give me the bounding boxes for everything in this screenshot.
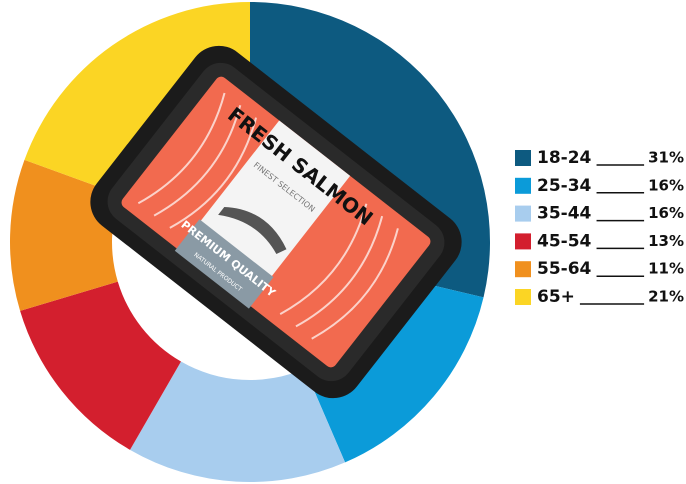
legend-swatch (515, 177, 531, 194)
legend-label: 65+ (537, 287, 575, 307)
legend-label: 35-44 (537, 204, 592, 224)
legend-value: 16% (648, 176, 684, 194)
badge (174, 219, 274, 309)
legend-swatch (515, 205, 531, 222)
salmon-lines (137, 92, 399, 340)
legend-value: 16% (648, 204, 684, 222)
legend-value: 13% (648, 232, 684, 250)
donut-segment (20, 281, 181, 450)
legend-value: 21% (648, 288, 684, 306)
legend-swatch (515, 289, 531, 305)
fish-icon (218, 206, 287, 255)
legend-label: 55-64 (537, 259, 592, 279)
legend-value: 31% (648, 149, 684, 167)
donut-segment (130, 361, 346, 483)
legend-value: 11% (648, 260, 684, 278)
legend-swatch (515, 261, 531, 278)
legend-label: 18-24 (537, 148, 592, 168)
legend: 18-24 31% 25-34 16% 35-44 16% 45-54 13% 55-64 11%… (515, 148, 684, 307)
donut-segment (304, 273, 484, 463)
legend-label: 45-54 (537, 231, 592, 251)
legend-label: 25-34 (537, 176, 592, 196)
legend-swatch (515, 150, 531, 166)
legend-swatch (515, 233, 531, 250)
salmon-package: FRESH SALMON FINEST SELECTION PREMIUM QU… (90, 45, 462, 399)
donut-segment (24, 2, 250, 195)
